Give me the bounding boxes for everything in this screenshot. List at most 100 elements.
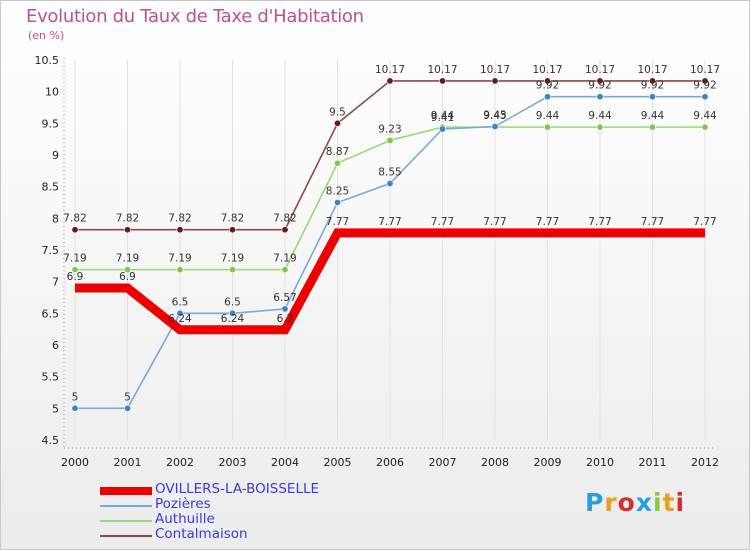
legend-label: Authuille <box>155 511 215 527</box>
data-label: 8.25 <box>326 186 349 198</box>
legend-item-ovillers[interactable]: OVILLERS-LA-BOISSELLE <box>100 482 360 498</box>
data-label: 10.17 <box>480 64 510 76</box>
data-label: 7.77 <box>641 216 664 228</box>
data-label: 9.44 <box>431 110 455 122</box>
y-tick-label: 4.5 <box>42 434 60 447</box>
x-tick-label: 2002 <box>166 456 194 469</box>
data-label: 6.24 <box>221 313 245 325</box>
data-label: 9.44 <box>693 110 717 122</box>
y-tick-label: 10 <box>45 86 59 99</box>
data-label: 6.24 <box>168 313 192 325</box>
y-tick-label: 5.5 <box>42 371 60 384</box>
data-label: 6.5 <box>172 296 189 308</box>
data-label: 7.82 <box>116 213 139 225</box>
data-label: 10.17 <box>427 64 457 76</box>
x-tick-label: 2006 <box>376 456 404 469</box>
chart-title: Evolution du Taux de Taxe d'Habitation <box>26 6 364 27</box>
data-label: 6.2 <box>277 313 294 325</box>
data-label: 9.23 <box>378 123 401 135</box>
logo-letter: P <box>585 488 605 517</box>
data-label: 7.77 <box>536 216 559 228</box>
data-point <box>543 123 551 131</box>
data-label: 8.87 <box>326 146 349 158</box>
data-point <box>281 266 289 274</box>
legend-label: Pozières <box>155 496 211 512</box>
data-label: 10.17 <box>690 64 720 76</box>
data-label: 6.9 <box>67 271 84 283</box>
data-point <box>124 226 132 234</box>
y-tick-label: 8.5 <box>42 181 60 194</box>
data-label: 7.77 <box>378 216 401 228</box>
data-point <box>648 123 656 131</box>
data-label: 6.5 <box>224 296 241 308</box>
legend-swatch <box>100 487 152 495</box>
data-label: 10.17 <box>585 64 615 76</box>
legend-label: Contalmaison <box>155 526 248 542</box>
data-label: 9.44 <box>588 110 612 122</box>
data-point <box>229 226 237 234</box>
data-point <box>491 123 499 131</box>
data-label: 9.92 <box>588 80 611 92</box>
data-label: 7.77 <box>588 216 611 228</box>
data-point <box>386 136 394 144</box>
logo-letter: o <box>617 488 636 517</box>
legend-item-authuille[interactable]: Authuille <box>100 511 360 528</box>
data-point <box>176 226 184 234</box>
x-tick-label: 2009 <box>534 456 562 469</box>
legend-item-contalmaison[interactable]: Contalmaison <box>100 526 360 543</box>
y-tick-label: 7.5 <box>42 244 60 257</box>
data-label: 6.9 <box>119 271 136 283</box>
data-label: 7.77 <box>326 216 349 228</box>
y-tick-label: 6 <box>52 339 59 352</box>
data-label: 9.92 <box>536 80 559 92</box>
legend-item-pozieres[interactable]: Pozières <box>100 496 360 513</box>
data-point <box>71 266 79 274</box>
data-label: 6.57 <box>273 292 296 304</box>
data-point <box>386 180 394 188</box>
x-tick-label: 2008 <box>481 456 509 469</box>
x-tick-label: 2004 <box>271 456 299 469</box>
x-tick-label: 2000 <box>61 456 89 469</box>
data-point <box>701 77 709 85</box>
data-point <box>701 93 709 101</box>
data-label: 10.17 <box>375 64 405 76</box>
y-axis-unit: (en %) <box>28 29 65 42</box>
data-point <box>701 123 709 131</box>
y-tick-label: 10.5 <box>35 54 60 67</box>
data-point <box>596 123 604 131</box>
data-label: 9.92 <box>641 80 664 92</box>
data-label: 7.19 <box>273 253 296 265</box>
data-point <box>648 77 656 85</box>
legend-swatch <box>100 535 152 537</box>
data-label: 9.92 <box>693 80 716 92</box>
data-point <box>491 77 499 85</box>
data-label: 8.55 <box>378 167 401 179</box>
data-point <box>71 404 79 412</box>
data-label: 7.19 <box>116 253 139 265</box>
x-tick-label: 2007 <box>429 456 457 469</box>
legend-swatch <box>100 520 152 522</box>
data-label: 9.43 <box>483 110 506 122</box>
y-tick-label: 9 <box>52 149 59 162</box>
data-point <box>386 77 394 85</box>
data-point <box>229 266 237 274</box>
data-label: 7.82 <box>168 213 191 225</box>
data-label: 9.41 <box>431 112 454 124</box>
data-point <box>71 226 79 234</box>
series-line <box>75 228 705 335</box>
data-label: 10.17 <box>637 64 667 76</box>
data-point <box>543 93 551 101</box>
data-point <box>596 77 604 85</box>
data-label: 7.77 <box>693 216 716 228</box>
data-label: 7.19 <box>221 253 244 265</box>
data-point <box>124 404 132 412</box>
logo-letter: r <box>604 488 618 517</box>
data-point <box>176 266 184 274</box>
logo-letter: t <box>662 488 676 517</box>
data-label: 9.5 <box>329 106 346 118</box>
x-tick-label: 2003 <box>219 456 247 469</box>
y-tick-label: 8 <box>52 212 59 225</box>
y-tick-label: 6.5 <box>42 307 60 320</box>
